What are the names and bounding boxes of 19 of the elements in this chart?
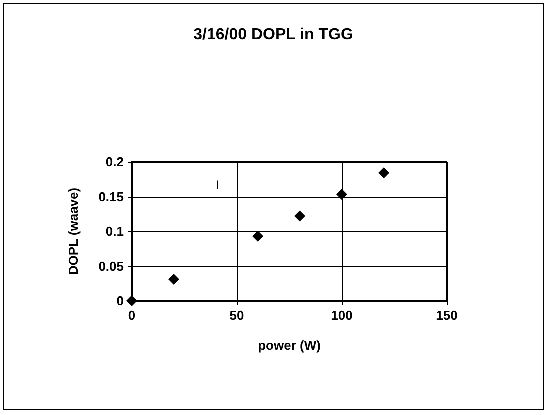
point — [252, 230, 264, 242]
chart-title: 3/16/00 DOPL in TGG — [194, 26, 354, 44]
y-tick-label: 0.2 — [106, 154, 124, 170]
x-axis-title: power (W) — [258, 338, 321, 353]
point — [168, 274, 180, 285]
y-tick-label: 0.15 — [98, 189, 124, 204]
y-tick-label: 0.1 — [106, 224, 124, 239]
point — [378, 168, 390, 179]
x-tick-label: 100 — [331, 308, 353, 323]
point — [294, 210, 306, 222]
x-tick-label: 50 — [230, 308, 244, 323]
x-tick-label: 0 — [128, 308, 136, 323]
y-tick-label: 0 — [116, 294, 124, 308]
annotation: I — [216, 178, 220, 192]
point — [336, 189, 348, 200]
x-tick-label: 150 — [436, 308, 458, 323]
y-tick-label: 0.05 — [98, 258, 124, 274]
y-axis-title: DOPL (waave) — [66, 188, 81, 276]
point — [126, 296, 138, 306]
